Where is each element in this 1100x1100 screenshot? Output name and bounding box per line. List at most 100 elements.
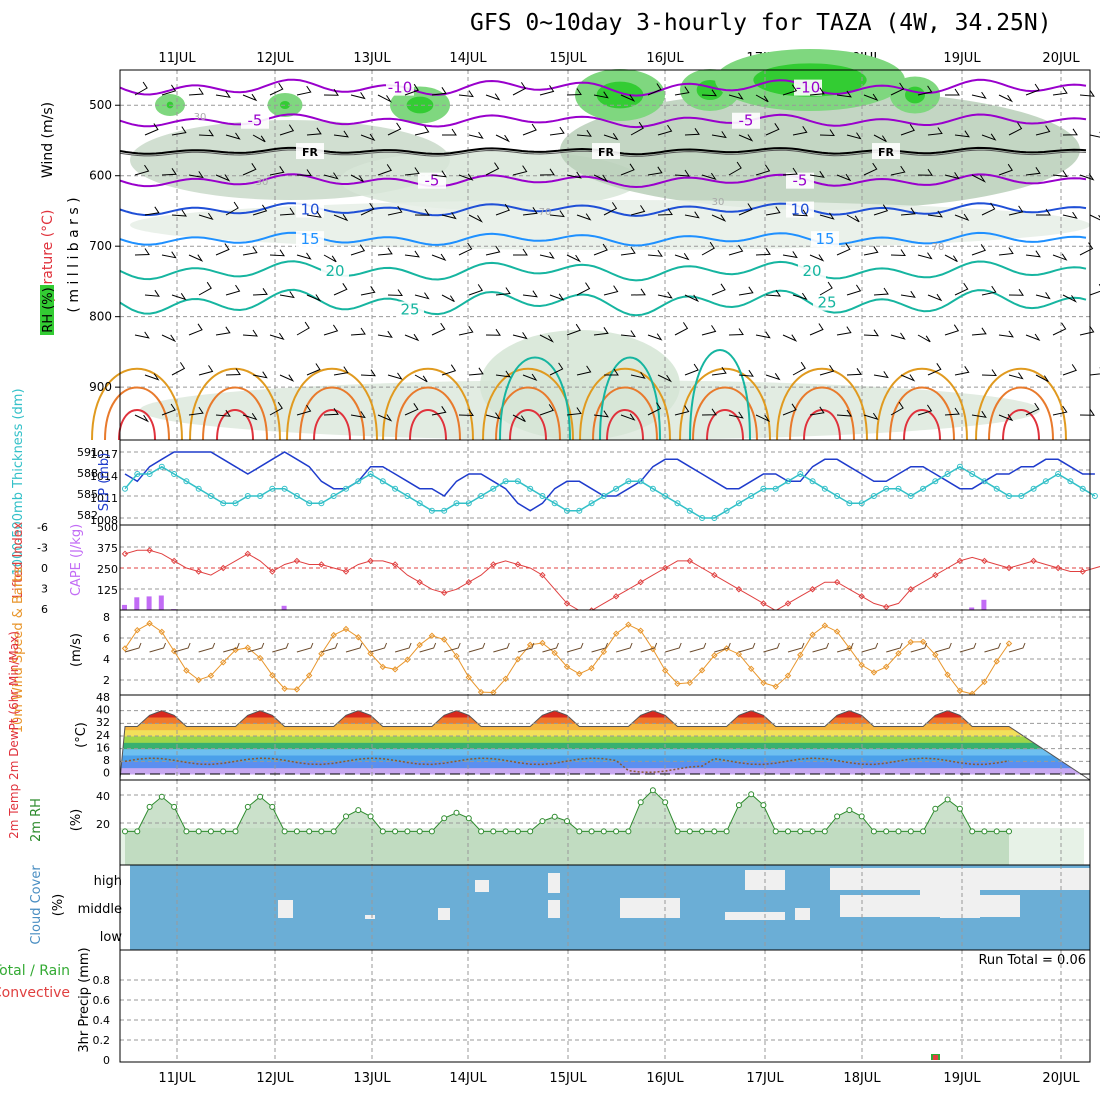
contour-label-bg [418,172,446,189]
wind-barb [225,201,239,216]
wind-barb [215,174,231,182]
wind-barb [414,374,428,383]
wind-barb [998,413,1014,422]
wind-barb [161,84,177,96]
thickness-series-line-point [367,471,374,477]
wind-barb [539,168,555,176]
rh2m-point [662,799,669,806]
cape-tick-label: 375 [97,542,118,555]
wind-barb [225,132,241,140]
rh2m-point [195,828,202,835]
wind-barb [458,90,474,98]
thickness-series-line-point [625,478,632,485]
wind-barb [684,294,700,303]
contour-label: FR [878,146,895,159]
wind-barb [647,402,662,416]
wind-barb [441,364,457,376]
wind-barb [306,127,322,136]
wind-barb [171,293,187,301]
wind-speed-point [183,667,190,674]
ylabel-wind-units: (m/s) [69,633,84,667]
wind-barb [593,243,608,256]
wind-barb [809,170,825,178]
wind-speed-point [907,638,914,646]
rh2m-point [416,828,423,835]
wind-barb [1062,294,1077,303]
wind-barb [593,327,609,336]
thickness-series-line-point [858,500,865,507]
rh2m-point [355,807,362,814]
wind-barb [819,364,835,376]
rh2m-point [993,828,1000,835]
wind-barb [1079,173,1095,181]
wind-barb [765,123,780,136]
thickness-series-line-point [551,500,558,507]
thickness-series-line-point [232,500,239,507]
wind-speed-point [269,672,276,679]
wind-barb [350,92,366,100]
contour-label: 20 [802,262,821,280]
day-label-top: 13JUL [353,51,391,66]
wind-barb [819,129,835,137]
surface-wind-barb [321,642,338,653]
rh2m-point [551,813,558,820]
rh-contour-label: 70 [932,242,945,253]
wind-barb [144,123,159,136]
wind-speed-point [563,663,571,670]
rh2m-point [183,828,190,835]
wind-barb [701,172,717,180]
wind-speed-point [883,663,890,671]
wind-barb [512,414,526,423]
wind-barb [144,206,160,216]
wind-barb [279,291,295,299]
cape-tick-label: 125 [97,584,118,597]
wind-barb [269,401,283,416]
pressure-tick-label: 500 [89,98,112,112]
wind-speed-point [821,622,829,629]
wind-barb [917,404,933,416]
boundary-layer-contour [395,386,461,441]
surface-wind-barb [566,642,584,653]
wind-barb [161,168,177,176]
wind-speed-point [477,688,485,696]
ylabel-lifted-index: Lifted Index [11,521,26,598]
wind-speed-point [674,680,681,687]
wind-speed-point [944,671,951,678]
rh2m-point [870,828,877,835]
wind-barb [549,210,565,218]
temp-contour-25-loop [499,356,571,441]
li-tick-label: 6 [41,603,48,616]
contour-label: FR [598,146,615,159]
boundary-layer-contour [692,386,758,441]
thickness-tick-label: 591 [77,446,98,459]
wind-barb [604,368,619,376]
wind-barb [522,207,538,216]
wind-barb [404,167,420,176]
boundary-layer-contour [409,409,447,441]
wind-speed-point [588,665,595,672]
wind-barb [1089,283,1100,296]
wind-barb [900,207,916,216]
wind-barb [765,373,781,381]
thickness-series-line-point [576,507,583,514]
wind-speed-point [932,651,939,658]
rh2m-point [404,828,411,835]
wind-speed-point [772,683,779,690]
contour-label: 10 [300,201,319,219]
thickness-series-line-point [379,478,386,485]
wind-barb [549,126,565,136]
thickness-series-line-point [343,485,349,492]
boundary-layer-contour [1002,409,1040,441]
lifted-index-point [195,568,202,575]
wind-barb [242,93,258,102]
wind-speed-point [428,632,436,639]
wind-speed-point [576,670,583,678]
wind-barb [981,133,997,141]
ylabel-wind: Wind (m/s) [40,102,56,178]
rh2m-point [735,802,742,809]
wind-barb [296,321,310,336]
wind-barb [674,169,690,177]
thickness-series-line-point [318,500,325,507]
rh2m-point [122,828,128,835]
wind-speed-point [711,652,718,659]
